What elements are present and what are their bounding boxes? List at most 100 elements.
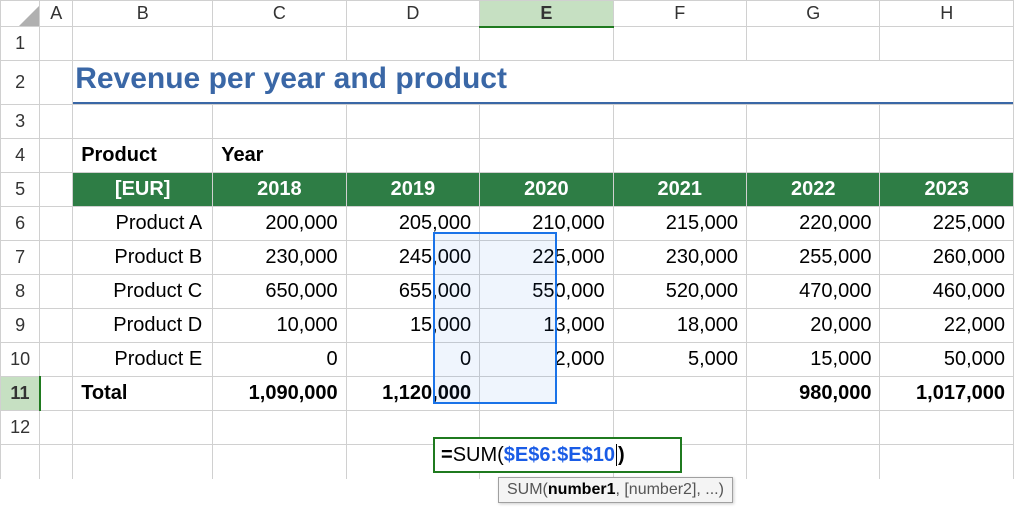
cell[interactable]: 225,000 [880,207,1014,241]
col-header-D[interactable]: D [346,1,479,27]
cell[interactable]: Product C [73,275,213,309]
cell[interactable]: Product E [73,343,213,377]
row-header-5[interactable]: 5 [1,173,40,207]
cell[interactable] [346,445,479,479]
cell[interactable]: 1,120,000 [346,377,479,411]
cell[interactable] [73,27,213,61]
cell[interactable] [480,411,613,445]
cell[interactable]: 50,000 [880,343,1014,377]
row-header-9[interactable]: 9 [1,309,40,343]
row-header-4[interactable]: 4 [1,139,40,173]
cell[interactable]: 15,000 [346,309,479,343]
cell[interactable]: 520,000 [613,275,746,309]
cell[interactable] [213,27,346,61]
cell[interactable]: 18,000 [613,309,746,343]
cell[interactable] [747,411,880,445]
cell[interactable]: 255,000 [747,241,880,275]
cell[interactable] [40,343,73,377]
cell[interactable] [346,411,479,445]
col-header-H[interactable]: H [880,1,1014,27]
select-all-corner[interactable] [1,1,40,27]
cell[interactable] [880,411,1014,445]
cell[interactable] [480,27,613,61]
row-header-12[interactable]: 12 [1,411,40,445]
cell[interactable] [40,173,73,207]
cell[interactable]: 220,000 [747,207,880,241]
cell[interactable] [480,105,613,139]
cell[interactable]: 200,000 [213,207,346,241]
col-header-C[interactable]: C [213,1,346,27]
title-cell[interactable]: Revenue per year and product [73,61,1014,105]
cell[interactable] [613,105,746,139]
cell[interactable]: 470,000 [747,275,880,309]
col-header-F[interactable]: F [613,1,746,27]
cell[interactable] [613,445,746,479]
cell[interactable]: 230,000 [613,241,746,275]
row-header-8[interactable]: 8 [1,275,40,309]
cell[interactable] [880,445,1014,479]
cell[interactable]: Product D [73,309,213,343]
cell[interactable] [73,445,213,479]
cell[interactable] [40,377,73,411]
header-year[interactable]: 2023 [880,173,1014,207]
cell[interactable]: 1,090,000 [213,377,346,411]
cell[interactable] [480,139,613,173]
cell[interactable]: Product [73,139,213,173]
cell[interactable] [880,105,1014,139]
cell[interactable]: 13,000 [480,309,613,343]
cell[interactable]: 650,000 [213,275,346,309]
cell[interactable] [40,105,73,139]
cell[interactable] [613,377,746,411]
header-eur[interactable]: [EUR] [73,173,213,207]
cell[interactable]: Product A [73,207,213,241]
cell[interactable]: 10,000 [213,309,346,343]
cell[interactable]: Product B [73,241,213,275]
cell[interactable]: 20,000 [747,309,880,343]
cell[interactable] [747,105,880,139]
cell[interactable]: 1,017,000 [880,377,1014,411]
cell[interactable]: 550,000 [480,275,613,309]
cell[interactable]: Year [213,139,346,173]
col-header-B[interactable]: B [73,1,213,27]
row-header-10[interactable]: 10 [1,343,40,377]
col-header-E[interactable]: E [480,1,613,27]
row-header-6[interactable]: 6 [1,207,40,241]
cell[interactable]: 5,000 [613,343,746,377]
col-header-G[interactable]: G [747,1,880,27]
header-year[interactable]: 2018 [213,173,346,207]
cell[interactable] [40,275,73,309]
cell[interactable] [40,61,73,105]
cell[interactable] [613,411,746,445]
cell[interactable]: 22,000 [880,309,1014,343]
cell[interactable] [613,139,746,173]
cell[interactable]: 225,000 [480,241,613,275]
cell[interactable] [40,139,73,173]
cell[interactable]: 655,000 [346,275,479,309]
cell[interactable]: 0 [346,343,479,377]
cell[interactable]: 0 [213,343,346,377]
col-header-A[interactable]: A [40,1,73,27]
cell[interactable] [480,445,613,479]
cell[interactable]: 230,000 [213,241,346,275]
cell[interactable]: Total [73,377,213,411]
cell[interactable] [40,445,73,479]
cell[interactable] [880,139,1014,173]
cell[interactable] [213,445,346,479]
cell[interactable]: 460,000 [880,275,1014,309]
cell[interactable] [73,105,213,139]
cell[interactable] [613,27,746,61]
header-year[interactable]: 2019 [346,173,479,207]
cell[interactable]: 210,000 [480,207,613,241]
formula-tooltip[interactable]: SUM(number1, [number2], ...) [498,477,733,503]
cell[interactable] [40,241,73,275]
cell[interactable]: 245,000 [346,241,479,275]
cell[interactable] [213,105,346,139]
cell[interactable] [346,139,479,173]
cell[interactable] [346,105,479,139]
cell[interactable] [747,445,880,479]
cell[interactable] [40,309,73,343]
row-header-7[interactable]: 7 [1,241,40,275]
cell[interactable]: 260,000 [880,241,1014,275]
row-header-1[interactable]: 1 [1,27,40,61]
header-year[interactable]: 2022 [747,173,880,207]
